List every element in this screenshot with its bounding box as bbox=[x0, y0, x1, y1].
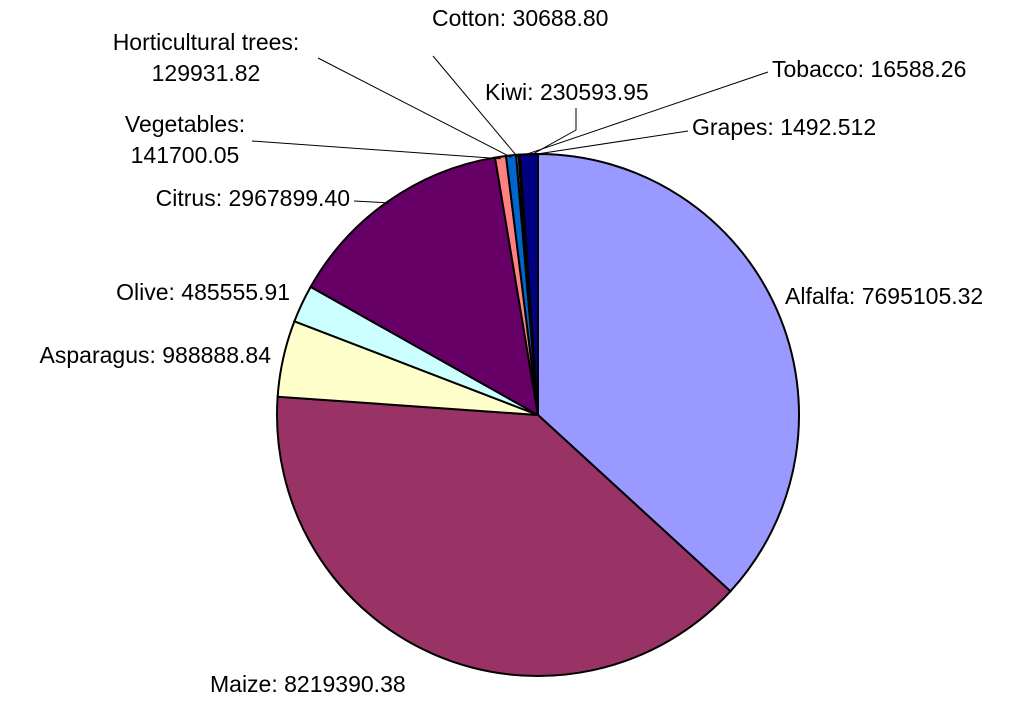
data-label: Cotton: 30688.80 bbox=[432, 5, 608, 31]
leader-line bbox=[317, 57, 512, 158]
label-line: 141700.05 bbox=[131, 142, 240, 168]
data-label: Alfalfa: 7695105.32 bbox=[785, 283, 983, 309]
label-line: Vegetables: bbox=[125, 111, 245, 137]
leader-line bbox=[528, 108, 577, 157]
data-label: Horticultural trees: 129931.82 bbox=[113, 29, 300, 86]
data-label: Grapes: 1492.512 bbox=[692, 114, 876, 140]
data-label: Kiwi: 230593.95 bbox=[485, 79, 649, 105]
leader-line bbox=[251, 140, 501, 160]
data-label: Maize: 8219390.38 bbox=[210, 671, 406, 697]
leader-line bbox=[519, 130, 689, 158]
data-label: Citrus: 2967899.40 bbox=[156, 185, 350, 211]
pie-slice bbox=[518, 152, 539, 416]
label-line: Horticultural trees: bbox=[113, 29, 300, 55]
data-label: Olive: 485555.91 bbox=[116, 279, 290, 305]
data-label: Asparagus: 988888.84 bbox=[40, 342, 272, 368]
data-label: Vegetables: 141700.05 bbox=[125, 111, 245, 168]
leader-line bbox=[519, 71, 769, 158]
label-line: 129931.82 bbox=[152, 60, 261, 86]
leader-line bbox=[353, 200, 390, 204]
pie-slice bbox=[309, 156, 540, 417]
pie-slice bbox=[276, 395, 732, 677]
data-label: Tobacco: 16588.26 bbox=[772, 56, 966, 82]
pie-slice bbox=[537, 152, 800, 593]
leader-line bbox=[432, 55, 518, 158]
